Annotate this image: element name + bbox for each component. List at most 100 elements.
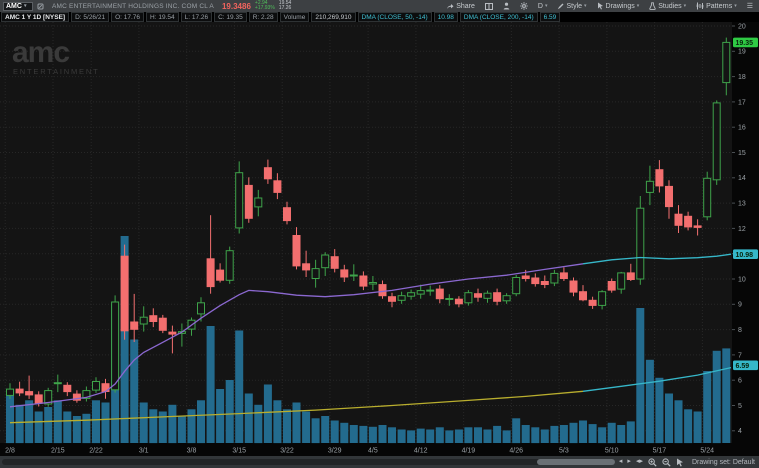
volume-bar (598, 427, 607, 444)
volume-bar (340, 422, 349, 444)
candle-body (359, 275, 368, 287)
candle-body (302, 263, 311, 271)
candle-body (111, 301, 120, 391)
candle-body (693, 225, 702, 228)
volume-study-value: 210,269,910 (311, 12, 356, 22)
candle-body (149, 315, 158, 323)
dma200-study-label[interactable]: DMA (CLOSE, 200, -14) (459, 12, 538, 22)
chart-status-bar: ◂ ▸ ◂▸ Drawing set: Default (0, 456, 759, 468)
pan-right-button[interactable]: ▸ (627, 458, 631, 465)
volume-bar (388, 427, 396, 444)
time-tick-label: 2/22 (89, 448, 103, 455)
pan-fast-button[interactable]: ◂▸ (635, 458, 643, 465)
zoom-in-button[interactable] (647, 457, 658, 467)
price-tick-label: 17 (738, 99, 746, 106)
price-axis-background[interactable] (732, 22, 759, 456)
studies-button[interactable]: Studies ▾ (646, 0, 689, 12)
svg-text:19.35: 19.35 (736, 40, 754, 47)
volume-bar (82, 413, 91, 444)
candle-body (579, 291, 587, 301)
volume-bar (474, 427, 482, 444)
cursor-mode-button[interactable] (675, 458, 685, 467)
drawings-dropdown-icon: ▾ (636, 2, 640, 9)
chart-title[interactable]: AMC 1 Y 1D [NYSE] (1, 12, 70, 22)
volume-bar (273, 400, 282, 444)
volume-bar (15, 404, 24, 444)
chart-scrollbar-thumb[interactable] (536, 459, 615, 465)
symbol-input[interactable]: AMC ▾ (3, 1, 33, 11)
patterns-button[interactable]: Patterns ▾ (693, 0, 740, 12)
candle-body (63, 384, 72, 393)
candle-body (273, 180, 282, 193)
time-tick-label: 4/26 (509, 448, 523, 455)
volume-bar (321, 416, 330, 443)
style-label: Style (566, 2, 583, 10)
candle-body (368, 282, 377, 285)
settings-button[interactable] (517, 0, 531, 12)
volume-bar (101, 402, 110, 443)
time-tick-label: 5/3 (559, 448, 569, 455)
candle-body (330, 256, 339, 269)
link-icon[interactable] (37, 3, 44, 10)
amc-watermark: amc ENTERTAINMENT (12, 36, 98, 76)
candle-body (244, 184, 253, 219)
legend-date: D: 5/26/21 (71, 12, 110, 22)
candle-body (464, 292, 473, 304)
candle-body (120, 255, 129, 332)
volume-bar (617, 425, 626, 443)
layout-button[interactable] (482, 0, 496, 12)
candle-body (254, 197, 263, 208)
chart-canvas[interactable]: amc ENTERTAINMENT45678910111213141516171… (0, 22, 759, 456)
volume-bar (693, 411, 702, 443)
candle-body (340, 269, 349, 278)
candle-body (6, 388, 14, 396)
price-change-stack: +2.94 +17.93% (255, 1, 275, 11)
dma200-price-badge: 6.59 (733, 360, 758, 371)
drawings-button[interactable]: Drawings ▾ (594, 0, 643, 12)
volume-bar (292, 402, 301, 443)
time-tick-label: 2/15 (51, 448, 65, 455)
legend-close: C: 19.35 (214, 12, 247, 22)
chart-toolbar: AMC ▾ AMC ENTERTAINMENT HOLDINGS INC. CO… (0, 0, 759, 12)
volume-bar (149, 409, 158, 444)
volume-bar (378, 425, 387, 443)
price-tick-label: 19 (738, 49, 746, 56)
pan-left-button[interactable]: ◂ (618, 458, 623, 465)
candle-body (311, 268, 320, 280)
patterns-label: Patterns (706, 2, 733, 10)
period-button[interactable]: D ▾ (535, 0, 551, 12)
candle-body (263, 167, 272, 180)
candle-body (216, 269, 225, 281)
candle-body (684, 215, 693, 228)
overlay-line-dma200-recent (582, 366, 732, 392)
price-tick-label: 12 (738, 226, 746, 233)
volume-bar (359, 425, 368, 443)
candle-body (550, 272, 559, 284)
share-button[interactable]: Share (443, 0, 478, 12)
time-tick-label: 3/22 (280, 448, 294, 455)
candle-body (292, 235, 301, 267)
volume-bar (531, 427, 540, 444)
symbol-dropdown-icon[interactable]: ▾ (23, 2, 27, 9)
candle-body (388, 296, 396, 302)
time-axis-background[interactable] (0, 443, 732, 456)
chart-scrollbar-track[interactable] (2, 459, 615, 465)
volume-bar (464, 427, 473, 444)
zoom-out-button[interactable] (661, 457, 672, 467)
candle-body (665, 185, 673, 208)
candle-body (349, 274, 358, 277)
svg-text:amc: amc (12, 36, 69, 69)
account-button[interactable] (500, 0, 513, 12)
volume-bar (493, 425, 502, 443)
candle-body (674, 213, 683, 226)
style-button[interactable]: Style ▾ (554, 0, 589, 12)
dma50-study-label[interactable]: DMA (CLOSE, 50, -14) (357, 12, 432, 22)
menu-button[interactable]: ☰ (746, 3, 753, 10)
volume-study-label[interactable]: Volume (279, 12, 310, 22)
volume-bar (283, 409, 291, 444)
candle-body (598, 291, 607, 306)
candle-body (703, 177, 712, 218)
volume-bar (349, 425, 358, 443)
candle-body (25, 391, 34, 396)
drawing-set-label[interactable]: Drawing set: Default (691, 458, 755, 466)
